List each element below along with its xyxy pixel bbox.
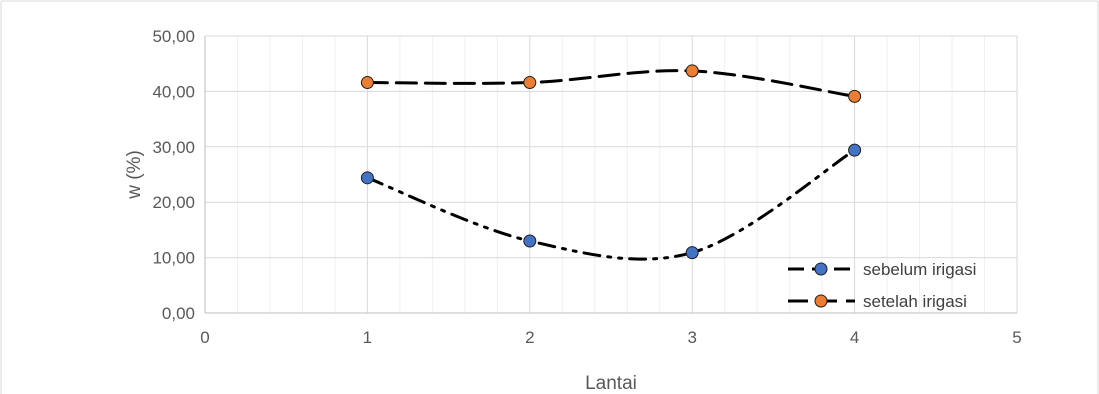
y-axis-title: w (%) [124,150,145,200]
legend-label-setelah-irigasi: setelah irigasi [863,292,967,311]
data-point-setelah-irigasi [848,89,862,103]
x-tick-label: 4 [850,328,859,347]
y-tick-label: 20,00 [152,193,195,212]
x-tick-label: 5 [1012,328,1021,347]
data-point-sebelum-irigasi [848,143,862,157]
data-point-setelah-irigasi [360,76,374,90]
legend-marker-setelah-irigasi [814,294,828,308]
y-tick-label: 30,00 [152,138,195,157]
data-point-sebelum-irigasi [523,234,537,248]
series-line-sebelum-irigasi [365,148,857,261]
data-point-sebelum-irigasi [360,171,374,185]
tick-labels: 0,00 10,00 20,00 30,00 40,00 50,00 0 1 2 3 4 5 [152,27,1021,347]
legend-label-sebelum-irigasi: sebelum irigasi [863,260,976,279]
x-tick-label: 0 [200,328,209,347]
y-tick-label: 0,00 [162,304,195,323]
x-tick-label: 1 [363,328,372,347]
data-point-setelah-irigasi [523,76,537,90]
marker-layer [360,64,862,260]
data-point-setelah-irigasi [685,64,699,78]
x-axis-title: Lantai [585,373,637,394]
series-layer [365,69,857,261]
x-tick-label: 2 [525,328,534,347]
legend-item-sebelum-irigasi: sebelum irigasi [788,260,976,279]
legend: sebelum irigasi setelah irigasi [788,260,976,311]
legend-item-setelah-irigasi: setelah irigasi [788,292,967,311]
x-tick-label: 3 [687,328,696,347]
data-point-sebelum-irigasi [685,246,699,260]
axes [204,36,1017,314]
y-tick-label: 50,00 [152,27,195,46]
y-tick-label: 10,00 [152,249,195,268]
y-tick-label: 40,00 [152,82,195,101]
legend-marker-sebelum-irigasi [814,262,828,276]
series-line-setelah-irigasi [365,69,857,98]
